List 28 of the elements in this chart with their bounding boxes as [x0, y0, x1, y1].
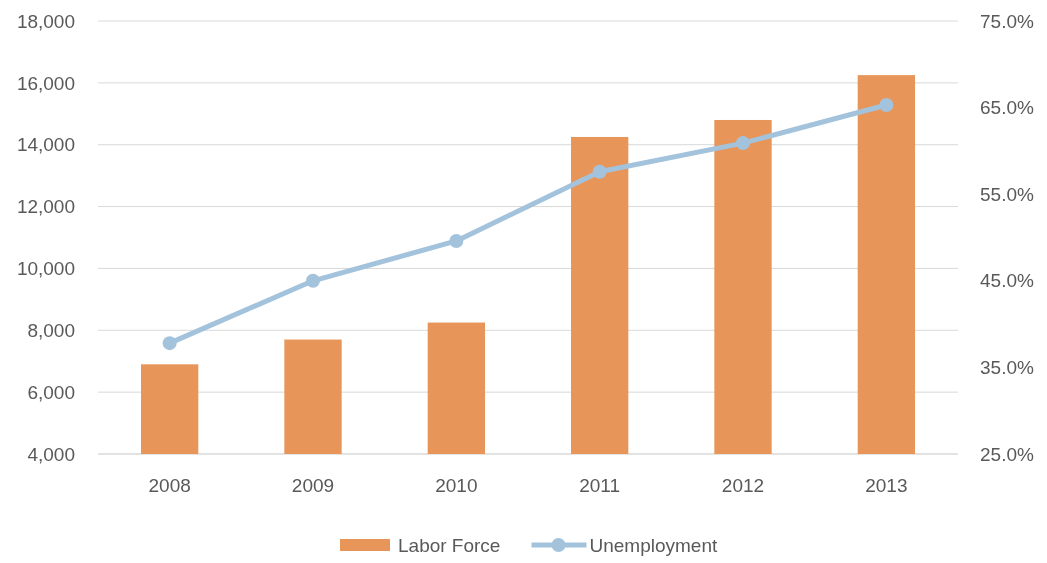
- point: [306, 273, 320, 288]
- y2-tick-label: 25.0%: [980, 443, 1034, 465]
- y-tick-label: 12,000: [16, 196, 75, 218]
- point: [592, 164, 607, 179]
- y-tick-label: 10,000: [16, 258, 75, 280]
- y-tick-label: 14,000: [16, 134, 75, 156]
- y-tick-label: 8,000: [27, 319, 75, 341]
- point: [449, 233, 464, 248]
- x-tick-label: 2011: [579, 475, 621, 496]
- x-tick-label: 2008: [148, 475, 191, 496]
- y-tick-label: 4,000: [27, 443, 75, 465]
- legend-label: Unemployment: [589, 534, 718, 556]
- x-tick-label: 2009: [291, 475, 335, 496]
- y2-tick-label: 55.0%: [980, 183, 1034, 205]
- point: [736, 136, 750, 151]
- y2-tick-label: 75.0%: [980, 10, 1034, 32]
- legend-label: Labor Force: [398, 534, 501, 556]
- point: [162, 336, 177, 351]
- y-tick-label: 18,000: [16, 10, 75, 32]
- y-tick-label: 16,000: [16, 72, 75, 94]
- x-tick-label: 2010: [435, 475, 478, 496]
- y2-tick-label: 35.0%: [980, 357, 1034, 379]
- point: [879, 98, 894, 112]
- y-tick-label: 6,000: [27, 381, 75, 403]
- y2-tick-label: 45.0%: [980, 270, 1034, 292]
- x-tick-label: 2013: [865, 475, 908, 496]
- y2-tick-label: 65.0%: [980, 97, 1034, 119]
- x-tick-label: 2012: [721, 475, 765, 496]
